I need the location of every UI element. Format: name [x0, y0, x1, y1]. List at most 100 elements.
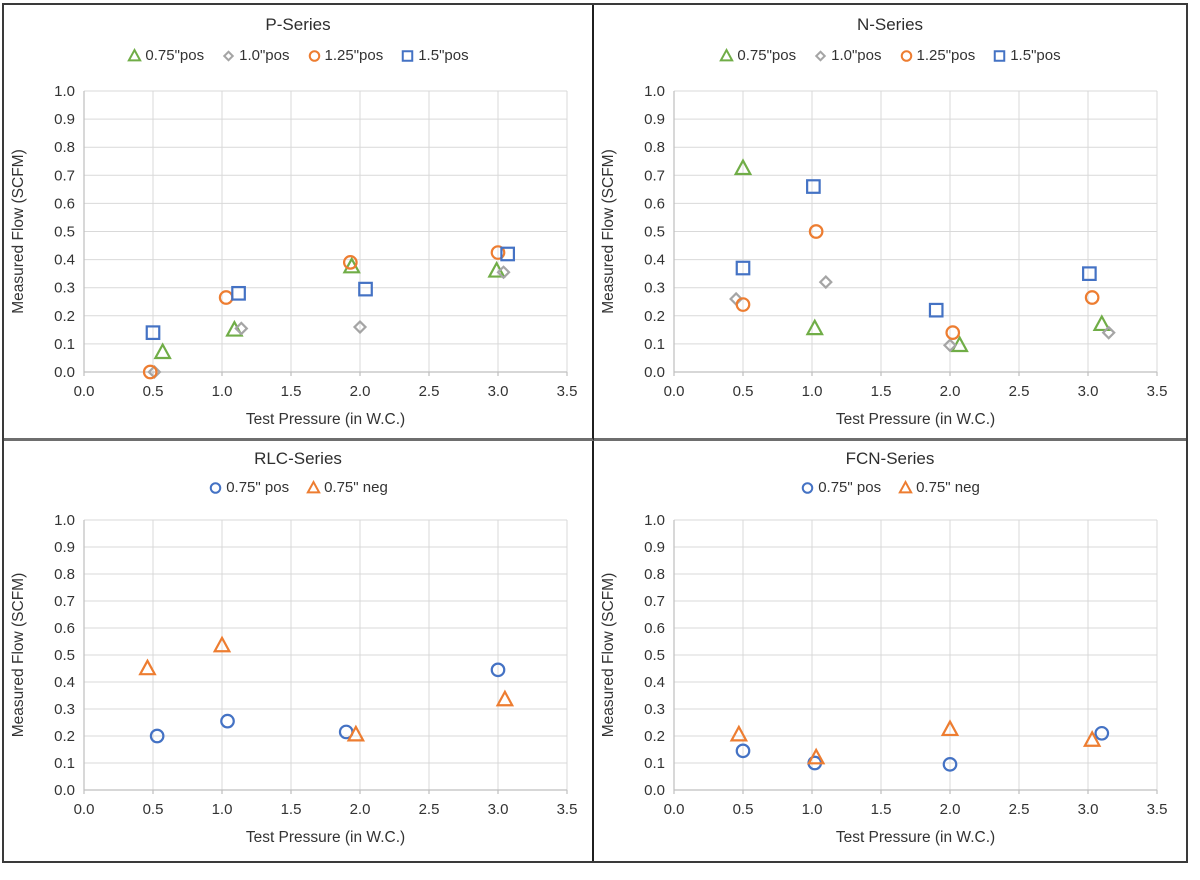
- data-point: [231, 285, 246, 301]
- svg-text:0.0: 0.0: [664, 801, 685, 818]
- chart-panel-p-series: P-Series 0.75"pos 1.0"pos 1.25"pos 1.5"pos …: [4, 5, 594, 441]
- legend-square-icon: [401, 50, 414, 62]
- grid-lines: [84, 90, 568, 373]
- svg-text:2.5: 2.5: [1009, 383, 1030, 400]
- svg-text:3.0: 3.0: [488, 383, 509, 400]
- scatter-plot: 0.0 0.1 0.2 0.3 0.4 0.5 0.6 0.7 0.8 0.9 1.0 0.0 0.5 1…: [10, 512, 577, 846]
- chart-title: P-Series: [265, 15, 331, 34]
- legend-item: 0.75"pos: [127, 47, 204, 64]
- svg-text:3.0: 3.0: [1078, 383, 1099, 400]
- svg-text:0.5: 0.5: [733, 383, 754, 400]
- legend-diamond-icon: [814, 50, 827, 62]
- svg-text:1.0: 1.0: [644, 512, 665, 529]
- svg-text:0.4: 0.4: [644, 252, 665, 269]
- data-point: [735, 260, 751, 276]
- data-point: [490, 662, 506, 678]
- svg-text:0.5: 0.5: [143, 801, 164, 818]
- legend-item: 0.75"pos: [719, 47, 796, 64]
- legend-circle-icon: [209, 482, 222, 494]
- legend-item: 0.75" pos: [800, 479, 881, 496]
- svg-text:0.1: 0.1: [54, 755, 75, 772]
- data-point: [138, 658, 157, 676]
- svg-text:0.2: 0.2: [54, 308, 75, 325]
- data-point: [352, 319, 368, 335]
- svg-text:0.8: 0.8: [644, 566, 665, 583]
- chart-legend: 0.75"pos 1.0"pos 1.25"pos 1.5"pos: [4, 47, 592, 64]
- data-point: [358, 281, 373, 297]
- data-point: [1094, 725, 1110, 741]
- svg-text:0.8: 0.8: [644, 139, 665, 156]
- legend-triangle-icon: [127, 48, 143, 62]
- data-point: [490, 245, 506, 260]
- legend-item: 1.0"pos: [813, 47, 882, 64]
- svg-text:0.5: 0.5: [644, 224, 665, 241]
- tick-labels: 0.0 0.1 0.2 0.3 0.4 0.5 0.6 0.7 0.8 0.9 1.0 0.0 0.5 1…: [54, 512, 577, 818]
- svg-text:1.0: 1.0: [644, 83, 665, 100]
- svg-text:0.5: 0.5: [54, 224, 75, 241]
- legend-label: 1.25"pos: [324, 47, 384, 64]
- svg-text:0.4: 0.4: [54, 674, 75, 691]
- svg-text:2.0: 2.0: [350, 801, 371, 818]
- series-diamond: [147, 265, 511, 380]
- data-point: [145, 325, 161, 341]
- tick-labels: 0.0 0.1 0.2 0.3 0.4 0.5 0.6 0.7 0.8 0.9 1.0 0.0 0.5 1…: [644, 83, 1167, 400]
- svg-text:0.9: 0.9: [54, 111, 75, 128]
- chart-title: FCN-Series: [845, 449, 935, 468]
- x-axis-title: Test Pressure (in W.C.): [836, 829, 995, 846]
- tick-labels: 0.0 0.1 0.2 0.3 0.4 0.5 0.6 0.7 0.8 0.9 1.0 0.0 0.5 1…: [644, 512, 1167, 818]
- data-point: [142, 364, 158, 380]
- svg-text:0.6: 0.6: [54, 620, 75, 637]
- legend-circle-icon: [308, 50, 320, 62]
- chart-title: RLC-Series: [254, 449, 342, 468]
- scatter-plot: 0.0 0.1 0.2 0.3 0.4 0.5 0.6 0.7 0.8 0.9 1.0 0.0 0.5 1…: [600, 512, 1167, 846]
- svg-text:0.5: 0.5: [733, 801, 754, 818]
- x-axis-title: Test Pressure (in W.C.): [246, 411, 405, 428]
- legend-label: 0.75"pos: [145, 47, 205, 64]
- legend-item: 0.75" neg: [898, 479, 980, 496]
- series-triangle: [729, 719, 1102, 765]
- svg-text:2.5: 2.5: [1009, 801, 1030, 818]
- flow-test-figure: P-Series 0.75"pos 1.0"pos 1.25"pos 1.5"pos …: [2, 3, 1188, 863]
- svg-text:0.8: 0.8: [54, 139, 75, 156]
- svg-text:0.2: 0.2: [644, 728, 665, 745]
- svg-text:3.5: 3.5: [557, 801, 578, 818]
- svg-text:2.0: 2.0: [940, 801, 961, 818]
- svg-text:1.5: 1.5: [281, 383, 302, 400]
- chart-legend: 0.75" pos 0.75" neg: [4, 479, 592, 496]
- svg-text:0.6: 0.6: [644, 620, 665, 637]
- svg-text:0.9: 0.9: [644, 111, 665, 128]
- chart-legend: 0.75"pos 1.0"pos 1.25"pos 1.5"pos: [594, 47, 1186, 64]
- data-point: [942, 338, 958, 353]
- data-point: [940, 719, 960, 737]
- svg-text:0.1: 0.1: [54, 336, 75, 353]
- svg-text:0.0: 0.0: [74, 801, 95, 818]
- legend-item: 1.25"pos: [899, 47, 976, 64]
- svg-text:0.4: 0.4: [644, 674, 665, 691]
- data-point: [342, 255, 358, 270]
- series-triangle: [733, 158, 1111, 353]
- legend-label: 1.25"pos: [916, 47, 976, 64]
- legend-label: 0.75"pos: [737, 47, 797, 64]
- data-point: [735, 297, 751, 312]
- svg-text:0.2: 0.2: [54, 728, 75, 745]
- data-point: [1092, 314, 1111, 332]
- chart-panel-rlc-series: RLC-Series 0.75" pos 0.75" neg 0.0 0.1 0.2 0…: [4, 441, 594, 861]
- svg-text:1.5: 1.5: [871, 383, 892, 400]
- svg-text:0.5: 0.5: [143, 383, 164, 400]
- svg-text:0.7: 0.7: [54, 593, 75, 610]
- svg-text:0.3: 0.3: [54, 701, 75, 718]
- svg-text:3.0: 3.0: [488, 801, 509, 818]
- svg-text:1.5: 1.5: [281, 801, 302, 818]
- legend-diamond-icon: [222, 50, 235, 62]
- data-point: [153, 342, 172, 360]
- data-point: [500, 246, 516, 262]
- legend-label: 0.75" pos: [818, 479, 882, 496]
- svg-text:1.0: 1.0: [802, 801, 823, 818]
- data-point: [928, 302, 944, 318]
- data-point: [496, 265, 511, 280]
- grid-lines: [84, 519, 568, 791]
- svg-text:0.7: 0.7: [54, 167, 75, 184]
- legend-label: 1.0"pos: [831, 47, 882, 64]
- axes: [673, 520, 1158, 794]
- svg-text:0.5: 0.5: [644, 647, 665, 664]
